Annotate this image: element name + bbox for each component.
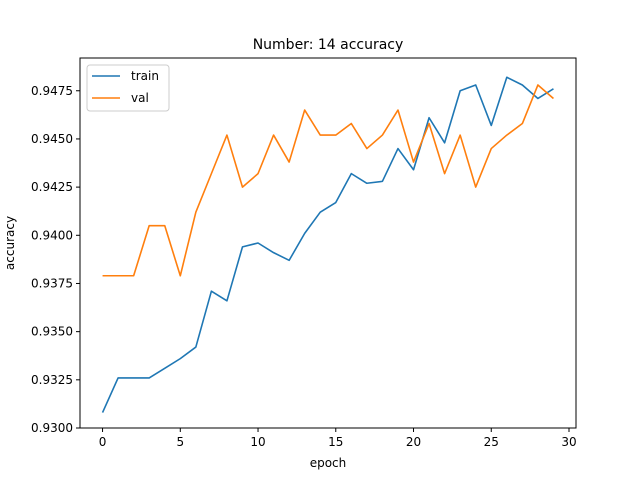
y-axis: 0.9300 0.9325 0.9350 0.9375 0.9400 0.9425 0.94… — [31, 84, 80, 435]
legend-label-train: train — [131, 69, 159, 83]
x-tick-label: 15 — [328, 435, 343, 449]
x-axis-title: epoch — [310, 456, 347, 470]
chart-title: Number: 14 accuracy — [253, 37, 404, 53]
y-tick-label: 0.9425 — [31, 180, 73, 194]
legend-label-val: val — [131, 91, 149, 105]
series-line-train — [101, 76, 554, 413]
x-tick-label: 0 — [99, 435, 107, 449]
y-axis-title: accuracy — [3, 216, 17, 270]
y-tick-label: 0.9350 — [31, 325, 73, 339]
x-tick-label: 20 — [406, 435, 421, 449]
y-tick-label: 0.9450 — [31, 132, 73, 146]
y-tick-label: 0.9375 — [31, 276, 73, 290]
y-tick-label: 0.9475 — [31, 84, 73, 98]
y-tick-label: 0.9400 — [31, 228, 73, 242]
x-axis: 0 5 10 15 20 25 30 — [99, 428, 577, 449]
x-tick-label: 30 — [561, 435, 576, 449]
plot-frame — [79, 57, 577, 429]
legend: train val — [86, 64, 170, 112]
series-line-val — [102, 84, 554, 277]
plot-lines — [101, 76, 554, 413]
y-tick-label: 0.9300 — [31, 421, 73, 435]
x-tick-label: 10 — [250, 435, 265, 449]
x-tick-label: 5 — [176, 435, 184, 449]
y-tick-label: 0.9325 — [31, 373, 73, 387]
x-tick-label: 25 — [484, 435, 499, 449]
